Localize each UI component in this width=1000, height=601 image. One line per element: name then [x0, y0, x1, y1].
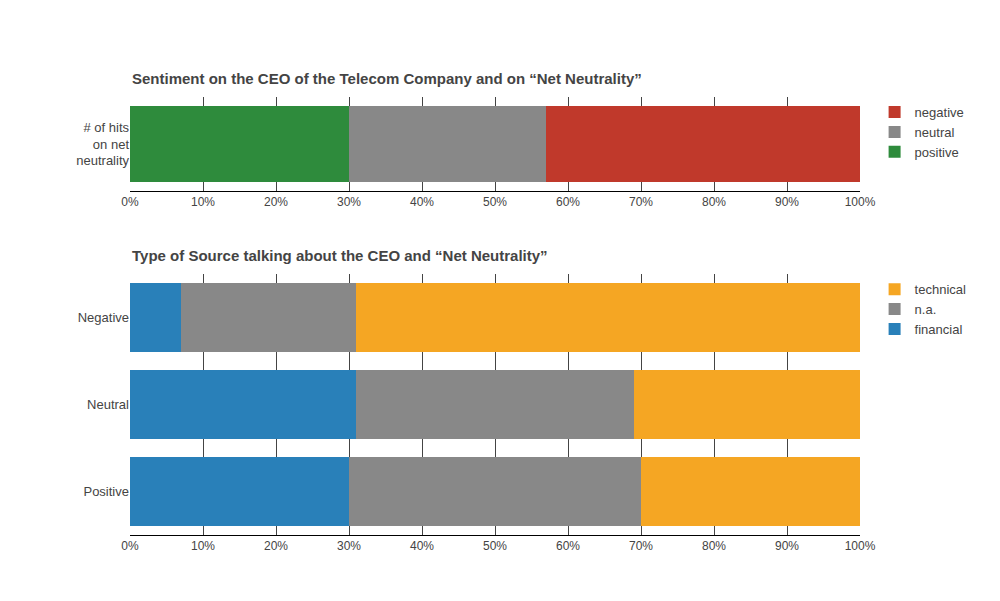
- svg-text:70%: 70%: [629, 195, 653, 209]
- svg-text:100%: 100%: [845, 539, 876, 553]
- svg-text:50%: 50%: [483, 195, 507, 209]
- svg-text:# of hitson netneutrality: # of hitson netneutrality: [76, 120, 129, 169]
- svg-text:neutral: neutral: [915, 125, 955, 140]
- svg-text:negative: negative: [915, 105, 964, 120]
- svg-text:Positive: Positive: [83, 484, 129, 499]
- svg-text:20%: 20%: [264, 539, 288, 553]
- svg-text:0%: 0%: [121, 539, 139, 553]
- svg-text:60%: 60%: [556, 539, 580, 553]
- svg-text:70%: 70%: [629, 539, 653, 553]
- svg-text:Type of Source talking about t: Type of Source talking about the CEO and…: [132, 247, 548, 264]
- svg-text:80%: 80%: [702, 539, 726, 553]
- svg-text:n.a.: n.a.: [915, 302, 937, 317]
- svg-text:60%: 60%: [556, 195, 580, 209]
- svg-text:Neutral: Neutral: [87, 397, 129, 412]
- svg-text:positive: positive: [915, 145, 959, 160]
- svg-text:100%: 100%: [845, 195, 876, 209]
- svg-text:90%: 90%: [775, 195, 799, 209]
- svg-text:90%: 90%: [775, 539, 799, 553]
- svg-text:30%: 30%: [337, 195, 361, 209]
- svg-text:50%: 50%: [483, 539, 507, 553]
- svg-text:Negative: Negative: [78, 310, 129, 325]
- svg-text:10%: 10%: [191, 195, 215, 209]
- svg-text:40%: 40%: [410, 539, 434, 553]
- svg-text:financial: financial: [915, 322, 963, 337]
- svg-text:40%: 40%: [410, 195, 434, 209]
- svg-text:30%: 30%: [337, 539, 361, 553]
- svg-text:technical: technical: [915, 282, 966, 297]
- svg-text:80%: 80%: [702, 195, 726, 209]
- svg-text:0%: 0%: [121, 195, 139, 209]
- svg-text:10%: 10%: [191, 539, 215, 553]
- svg-text:Sentiment on the CEO of the Te: Sentiment on the CEO of the Telecom Comp…: [132, 70, 642, 87]
- svg-text:20%: 20%: [264, 195, 288, 209]
